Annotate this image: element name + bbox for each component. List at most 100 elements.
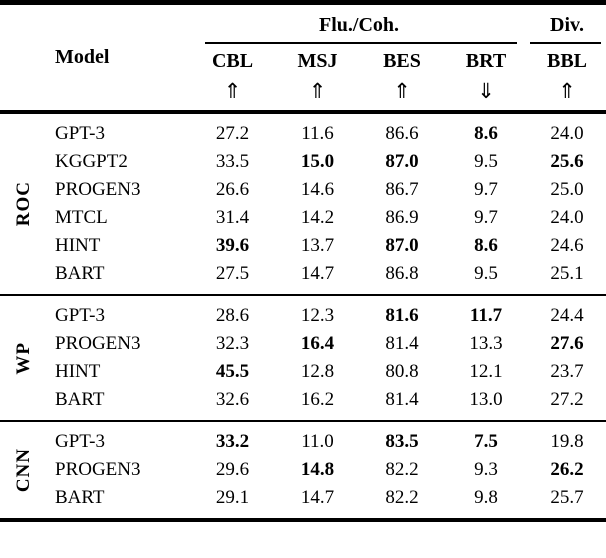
score-cell: 13.0 [469, 389, 503, 410]
score-cell: 86.7 [385, 179, 419, 200]
score-cell: 16.2 [300, 389, 335, 410]
header-group-flu-coh: Flu./Coh. [190, 5, 528, 45]
score-cell: 14.7 [300, 487, 335, 508]
score-cell: 87.0 [385, 151, 419, 172]
col-header-bbl: BBL [546, 50, 588, 72]
score-cell: 25.7 [550, 487, 584, 508]
score-cell: 13.3 [469, 333, 503, 354]
table-top-rule [0, 0, 606, 5]
score-cell: 13.7 [300, 235, 335, 256]
row-group-label-wp: WP [0, 302, 48, 414]
col-header-msj: MSJ [297, 50, 338, 72]
score-cell: 86.6 [385, 123, 419, 144]
wp-label: WP [13, 341, 34, 375]
score-cell: 29.1 [215, 487, 250, 508]
score-cell: 25.1 [550, 263, 584, 284]
score-cell: 33.5 [215, 151, 250, 172]
score-cell: 11.0 [301, 431, 334, 452]
div-underline-rule [530, 42, 601, 44]
score-cell: 9.7 [474, 207, 498, 228]
model-cell: HINT [55, 361, 101, 382]
score-cell: 23.7 [550, 361, 584, 382]
score-cell: 31.4 [215, 207, 250, 228]
score-cell: 9.8 [474, 487, 498, 508]
flu-coh-underline-rule [205, 42, 517, 44]
score-cell: 24.0 [550, 123, 584, 144]
score-cell: 12.1 [469, 361, 503, 382]
score-cell: 26.2 [550, 459, 584, 480]
model-cell: BART [55, 389, 105, 410]
model-cell: PROGEN3 [55, 179, 141, 200]
score-cell: 86.8 [385, 263, 419, 284]
score-cell: 9.3 [474, 459, 498, 480]
score-cell: 32.3 [215, 333, 250, 354]
score-cell: 27.2 [550, 389, 584, 410]
up-arrow-icon: ⇑ [558, 79, 576, 103]
score-cell: 25.0 [550, 179, 584, 200]
roc-label: ROC [13, 181, 34, 227]
col-header-bes: BES [383, 50, 421, 72]
model-cell: GPT-3 [55, 431, 105, 452]
score-cell: 7.5 [474, 431, 498, 452]
score-cell: 24.4 [550, 305, 584, 326]
score-cell: 9.5 [474, 151, 498, 172]
score-cell: 16.4 [300, 333, 335, 354]
score-cell: 9.7 [474, 179, 498, 200]
score-cell: 86.9 [385, 207, 419, 228]
score-cell: 28.6 [215, 305, 250, 326]
score-cell: 14.2 [300, 207, 335, 228]
model-column-header: Model [55, 46, 110, 68]
model-cell: KGGPT2 [55, 151, 128, 172]
up-arrow-icon: ⇑ [393, 79, 411, 103]
col-header-cbl: CBL [211, 50, 254, 72]
section-cnn: CNN GPT-3 33.2 11.0 83.5 7.5 19.8 PROGEN… [0, 422, 606, 518]
section-roc: ROC GPT-3 27.2 11.6 86.6 8.6 24.0 KGGPT2… [0, 114, 606, 294]
section-separator-rule [0, 420, 606, 422]
score-cell: 14.7 [300, 263, 335, 284]
score-cell: 45.5 [215, 361, 250, 382]
score-cell: 12.8 [300, 361, 335, 382]
up-arrow-icon: ⇑ [223, 79, 242, 103]
score-cell: 8.6 [474, 123, 498, 144]
row-group-label-roc: ROC [0, 120, 48, 288]
score-cell: 11.7 [469, 305, 503, 326]
flu-coh-label: Flu./Coh. [318, 13, 400, 36]
score-cell: 14.8 [300, 459, 335, 480]
score-cell: 82.2 [385, 459, 419, 480]
header-separator-rule [0, 110, 606, 114]
score-cell: 9.5 [474, 263, 498, 284]
score-cell: 11.6 [301, 123, 334, 144]
score-cell: 25.6 [550, 151, 584, 172]
score-cell: 24.6 [550, 235, 584, 256]
section-separator-rule [0, 294, 606, 296]
up-arrow-icon: ⇑ [308, 79, 327, 103]
div-label: Div. [550, 13, 584, 36]
score-cell: 14.6 [300, 179, 335, 200]
model-cell: GPT-3 [55, 123, 105, 144]
score-cell: 87.0 [385, 235, 419, 256]
score-cell: 27.5 [215, 263, 250, 284]
model-cell: PROGEN3 [55, 459, 141, 480]
score-cell: 81.4 [385, 333, 419, 354]
down-arrow-icon: ⇓ [477, 79, 495, 103]
model-cell: GPT-3 [55, 305, 105, 326]
model-cell: BART [55, 487, 105, 508]
score-cell: 15.0 [300, 151, 335, 172]
table-bottom-rule [0, 518, 606, 522]
score-cell: 33.2 [215, 431, 250, 452]
score-cell: 82.2 [385, 487, 419, 508]
score-cell: 32.6 [215, 389, 250, 410]
col-header-brt: BRT [465, 50, 507, 72]
model-cell: HINT [55, 235, 101, 256]
section-wp: WP GPT-3 28.6 12.3 81.6 11.7 24.4 PROGEN… [0, 296, 606, 420]
score-cell: 12.3 [300, 305, 335, 326]
score-cell: 8.6 [474, 235, 498, 256]
model-cell: PROGEN3 [55, 333, 141, 354]
score-cell: 27.6 [550, 333, 584, 354]
model-cell: BART [55, 263, 105, 284]
cnn-label: CNN [13, 447, 34, 493]
score-cell: 26.6 [215, 179, 250, 200]
score-cell: 19.8 [550, 431, 584, 452]
score-cell: 29.6 [215, 459, 250, 480]
